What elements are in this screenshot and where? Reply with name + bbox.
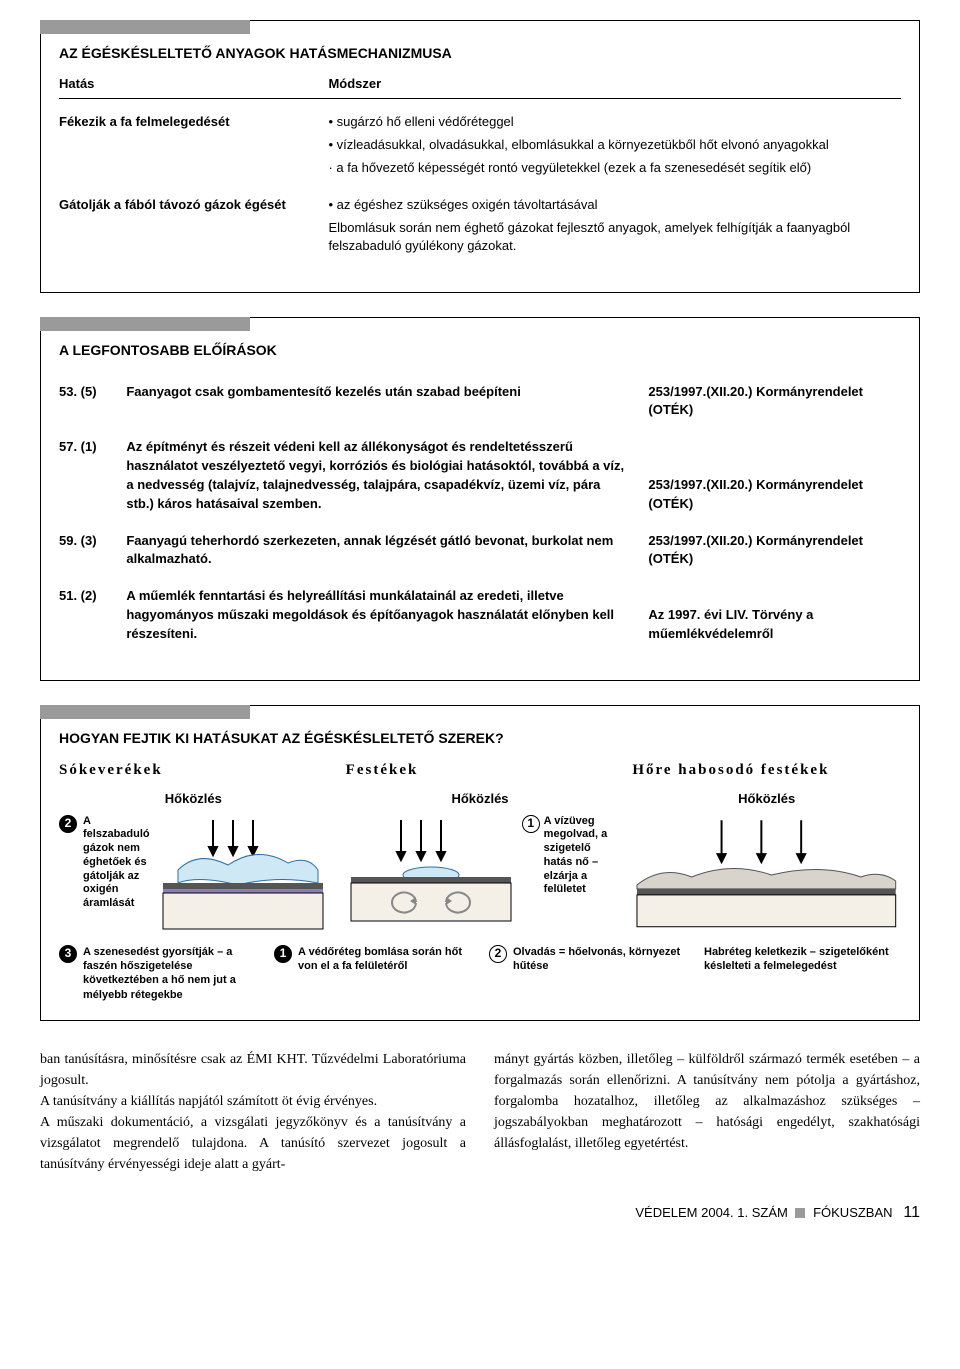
col-festekek: Festékek Hőközlés [346,760,615,935]
effect-lower-notes: 3 A szenesedést gyorsítják – a faszén hő… [59,945,901,1002]
body-text-columns: ban tanúsításra, minősítésre csak az ÉMI… [40,1049,920,1175]
regulation-number: 53. (5) [59,383,126,421]
regulation-row: 59. (3)Faanyagú teherhordó szerkezeten, … [59,532,901,570]
mechanism-methods: • sugárzó hő elleni védőréteggel • vízlea… [328,113,901,182]
effect-columns: Sókeverékek Hőközlés 2 A felszabaduló gá… [59,760,901,935]
body-left: ban tanúsításra, minősítésre csak az ÉMI… [40,1049,466,1175]
hdr-hatas: Hatás [59,75,328,94]
regulation-text: Faanyagot csak gombamentesítő kezelés ut… [126,383,648,421]
note-fest-2: 2 Olvadás = hőelvonás, környezet hűtése [489,945,686,1002]
box3-title: HOGYAN FEJTIK KI HATÁSUKAT AZ ÉGÉSKÉSLEL… [59,728,901,748]
method-bullet: • sugárzó hő elleni védőréteggel [328,113,901,132]
mechanism-effect: Fékezik a fa felmelegedését [59,113,328,182]
diagram-festekek [346,815,516,935]
col2-name: Festékek [346,760,615,782]
regulations-box: A LEGFONTOSABB ELŐÍRÁSOK 53. (5)Faanyago… [40,317,920,681]
regulation-reference: 253/1997.(XII.20.) Kormányrendelet (OTÉK… [648,532,901,570]
col-sokeverekek: Sókeverékek Hőközlés 2 A felszabaduló gá… [59,760,328,935]
mechanism-effect: Gátolják a fából távozó gázok égését [59,196,328,261]
diagram-sokeverekek [158,815,328,935]
regulation-number: 51. (2) [59,587,126,644]
footer-issue: VÉDELEM 2004. 1. SZÁM [635,1205,787,1220]
regulation-number: 59. (3) [59,532,126,570]
mechanism-row: Gátolják a fából távozó gázok égését• az… [59,196,901,261]
col2-heat: Hőközlés [346,790,615,809]
footer-section: FÓKUSZBAN [813,1205,892,1220]
regulation-number: 57. (1) [59,438,126,513]
box-tab [40,20,250,34]
method-bullet: • vízleadásukkal, olvadásukkal, elbomlás… [328,136,901,155]
badge-2-icon: 2 [59,815,77,833]
diagram-habosodo [632,815,901,935]
mechanism-methods: • az égéshez szükséges oxigén távoltartá… [328,196,901,261]
regulation-text: Faanyagú teherhordó szerkezeten, annak l… [126,532,648,570]
effect-box: HOGYAN FEJTIK KI HATÁSUKAT AZ ÉGÉSKÉSLEL… [40,705,920,1021]
box2-title: A LEGFONTOSABB ELŐÍRÁSOK [59,340,901,360]
regulation-row: 53. (5)Faanyagot csak gombamentesítő kez… [59,383,901,421]
note-sok-1: 1 A védőréteg bomlása során hőt von el a… [274,945,471,1002]
col3-name: Hőre habosodó festékek [632,760,901,782]
fest-note-1: A vízüveg megolvad, a szigetelő hatás nő… [544,815,615,898]
note-hab: Habréteg keletkezik – szigetelőként késl… [704,945,901,1002]
regulation-row: 57. (1)Az építményt és részeit védeni ke… [59,438,901,513]
regulation-text: Az építményt és részeit védeni kell az á… [126,438,648,513]
box-tab [40,705,250,719]
badge-1-icon: 1 [522,815,540,833]
sok-note-2: A felszabaduló gázok nem éghetőek és gát… [83,815,152,911]
regulation-reference: 253/1997.(XII.20.) Kormányrendelet (OTÉK… [648,383,901,421]
regulation-row: 51. (2)A műemlék fenntartási és helyreál… [59,587,901,644]
regulation-text: A műemlék fenntartási és helyreállítási … [126,587,648,644]
box-tab [40,317,250,331]
hdr-modszer: Módszer [328,75,901,94]
badge-1-icon: 1 [274,945,292,963]
mechanism-box: AZ ÉGÉSKÉSLELTETŐ ANYAGOK HATÁSMECHANIZM… [40,20,920,293]
footer-separator-icon [795,1208,805,1218]
col3-heat: Hőközlés [632,790,901,809]
page-footer: VÉDELEM 2004. 1. SZÁM FÓKUSZBAN 11 [40,1201,920,1224]
method-bullet: • az égéshez szükséges oxigén távoltartá… [328,196,901,215]
regulation-reference: Az 1997. évi LIV. Törvény a műemlékvédel… [648,587,901,644]
col-habosodo: Hőre habosodó festékek Hőközlés [632,760,901,935]
regulation-reference: 253/1997.(XII.20.) Kormányrendelet (OTÉK… [648,438,901,513]
box1-header-row: Hatás Módszer [59,75,901,99]
footer-page: 11 [903,1204,920,1221]
badge-3-icon: 3 [59,945,77,963]
col1-heat: Hőközlés [59,790,328,809]
mechanism-row: Fékezik a fa felmelegedését• sugárzó hő … [59,113,901,182]
badge-2-icon: 2 [489,945,507,963]
box1-title: AZ ÉGÉSKÉSLELTETŐ ANYAGOK HATÁSMECHANIZM… [59,43,901,63]
col1-name: Sókeverékek [59,760,328,782]
note-sok-3: 3 A szenesedést gyorsítják – a faszén hő… [59,945,256,1002]
body-right: mányt gyártás közben, illetőleg – külföl… [494,1049,920,1175]
method-bullet: · a fa hővezető képességét rontó vegyüle… [328,159,901,178]
method-bullet: Elbomlásuk során nem éghető gázokat fejl… [328,219,901,257]
